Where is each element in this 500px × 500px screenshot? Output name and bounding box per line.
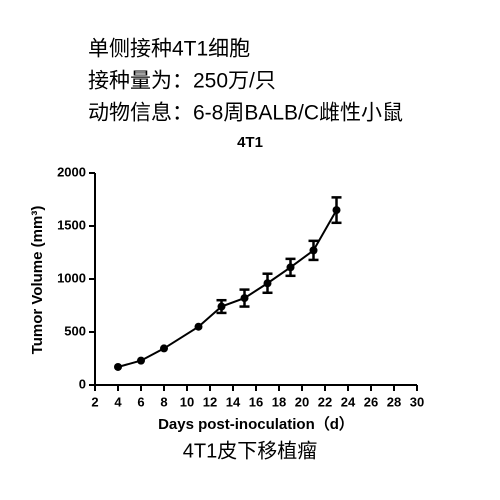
x-tick-label: 26 (364, 394, 378, 409)
x-tick-label: 2 (91, 394, 98, 409)
chart-title: 4T1 (237, 134, 263, 151)
y-axis-label: Tumor Volume (mm³) (29, 206, 46, 355)
x-tick-label: 14 (226, 394, 241, 409)
data-point (286, 263, 295, 272)
x-tick-label: 30 (410, 394, 424, 409)
x-tick-label: 24 (341, 394, 356, 409)
data-point (240, 294, 249, 303)
y-tick-label: 0 (79, 376, 86, 391)
x-tick-label: 16 (249, 394, 263, 409)
x-tick-label: 4 (114, 394, 122, 409)
y-tick-label: 1000 (57, 270, 86, 285)
x-tick-label: 8 (160, 394, 167, 409)
x-tick-label: 28 (387, 394, 401, 409)
x-tick-label: 20 (295, 394, 309, 409)
note: 接种量为：250万/只 (88, 70, 276, 93)
data-point (114, 362, 122, 371)
data-point (160, 344, 168, 353)
data-line (117, 209, 338, 368)
caption: 4T1皮下移植瘤 (183, 439, 317, 462)
data-point (309, 246, 318, 255)
note: 动物信息：6-8周BALB/C雌性小鼠 (88, 102, 403, 125)
x-tick-label: 10 (180, 394, 194, 409)
data-point (217, 302, 226, 311)
data-point (137, 356, 145, 365)
x-tick-label: 22 (318, 394, 332, 409)
y-tick-label: 1500 (57, 217, 86, 232)
note: 单侧接种4T1细胞 (88, 38, 250, 61)
x-tick-label: 6 (137, 394, 144, 409)
y-tick-label: 500 (64, 323, 86, 338)
data-point (332, 206, 341, 215)
data-point (194, 322, 203, 331)
y-tick-label: 2000 (57, 164, 86, 179)
x-tick-label: 18 (272, 394, 286, 409)
x-axis-label: Days post-inoculation（d） (158, 415, 354, 433)
data-point (263, 279, 272, 288)
x-tick-label: 12 (203, 394, 217, 409)
